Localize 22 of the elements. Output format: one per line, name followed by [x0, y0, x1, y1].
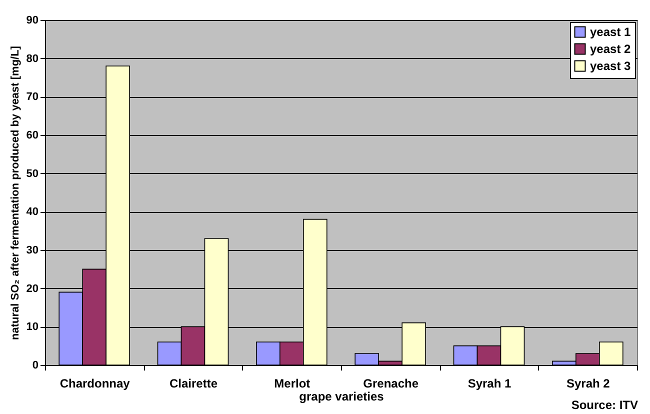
y-tick-label: 0 — [32, 360, 38, 372]
y-tick-label: 80 — [26, 52, 38, 65]
legend-label: yeast 3 — [590, 59, 632, 73]
y-tick-label: 40 — [26, 206, 38, 218]
y-axis-title: natural SO₂ after fermentation produced by yeast [mg/L] — [9, 46, 22, 340]
y-tick-label: 70 — [26, 91, 38, 104]
x-tick-label: Clairette — [169, 376, 218, 390]
y-tick-label: 60 — [26, 130, 38, 142]
y-tick-label: 20 — [26, 282, 38, 295]
x-tick-label: Chardonnay — [60, 376, 130, 390]
x-tick-label: Syrah 2 — [566, 376, 610, 390]
y-tick-label: 50 — [26, 168, 38, 180]
x-axis-title: grape varieties — [299, 390, 384, 404]
x-tick-label: Syrah 1 — [468, 376, 512, 390]
x-tick-label: Merlot — [274, 376, 310, 390]
legend-label: yeast 1 — [590, 25, 632, 39]
y-tick-label: 90 — [26, 14, 38, 26]
legend-label: yeast 2 — [590, 42, 632, 56]
y-tick-label: 30 — [26, 244, 38, 256]
y-tick-label: 10 — [26, 321, 38, 334]
x-tick-label: Grenache — [363, 376, 419, 390]
source-note: Source: ITV — [571, 398, 638, 412]
